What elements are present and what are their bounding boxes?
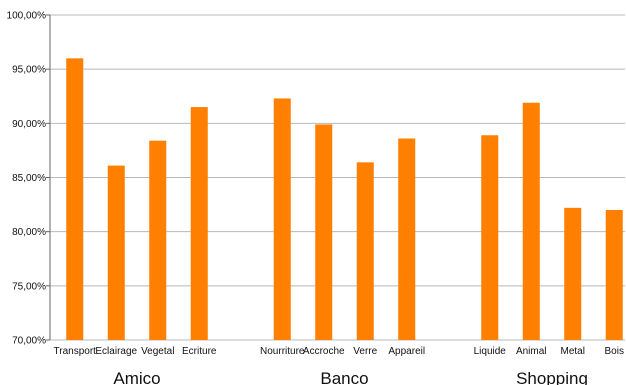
x-axis-labels: Transport Eclairage Vegetal Ecriture Nourrit… bbox=[54, 346, 624, 357]
y-tick-label: 100,00% bbox=[7, 11, 47, 22]
bar-appareil bbox=[398, 138, 416, 340]
x-tick-label: Animal bbox=[516, 346, 547, 357]
bars bbox=[66, 58, 623, 341]
bar-ecriture bbox=[190, 107, 208, 340]
bar-animal bbox=[522, 102, 540, 340]
x-tick-label: Transport bbox=[54, 346, 97, 357]
y-axis: 70,00% 75,00% 80,00% 85,00% 90,00% 95,00% 100,… bbox=[7, 11, 51, 347]
bar-eclairage bbox=[107, 165, 125, 340]
y-tick-label: 70,00% bbox=[12, 336, 46, 347]
bar-metal bbox=[564, 207, 582, 340]
y-tick-label: 90,00% bbox=[12, 119, 46, 130]
x-tick-label: Verre bbox=[353, 346, 377, 357]
bar-nourriture bbox=[273, 98, 291, 341]
x-tick-label: Accroche bbox=[303, 346, 345, 357]
group-label: Banco bbox=[320, 369, 368, 385]
bar-bois bbox=[605, 210, 623, 340]
bar-vegetal bbox=[149, 140, 167, 340]
x-tick-label: Ecriture bbox=[182, 346, 217, 357]
bar-liquide bbox=[481, 135, 499, 340]
x-tick-label: Metal bbox=[561, 346, 585, 357]
x-tick-label: Eclairage bbox=[95, 346, 137, 357]
bar-transport bbox=[66, 58, 84, 340]
bar-accroche bbox=[315, 124, 333, 341]
group-label: Shopping bbox=[516, 369, 588, 385]
x-tick-label: Appareil bbox=[388, 346, 425, 357]
y-tick-label: 85,00% bbox=[12, 173, 46, 184]
y-tick-label: 80,00% bbox=[12, 227, 46, 238]
x-tick-label: Liquide bbox=[474, 346, 507, 357]
y-tick-label: 75,00% bbox=[12, 281, 46, 292]
bar-verre bbox=[356, 162, 374, 340]
group-labels: Amico Banco Shopping bbox=[113, 369, 588, 385]
x-tick-label: Nourriture bbox=[260, 346, 305, 357]
x-tick-label: Bois bbox=[605, 346, 624, 357]
y-tick-label: 95,00% bbox=[12, 65, 46, 76]
group-label: Amico bbox=[113, 369, 160, 385]
x-tick-label: Vegetal bbox=[141, 346, 174, 357]
gridlines bbox=[50, 14, 625, 341]
